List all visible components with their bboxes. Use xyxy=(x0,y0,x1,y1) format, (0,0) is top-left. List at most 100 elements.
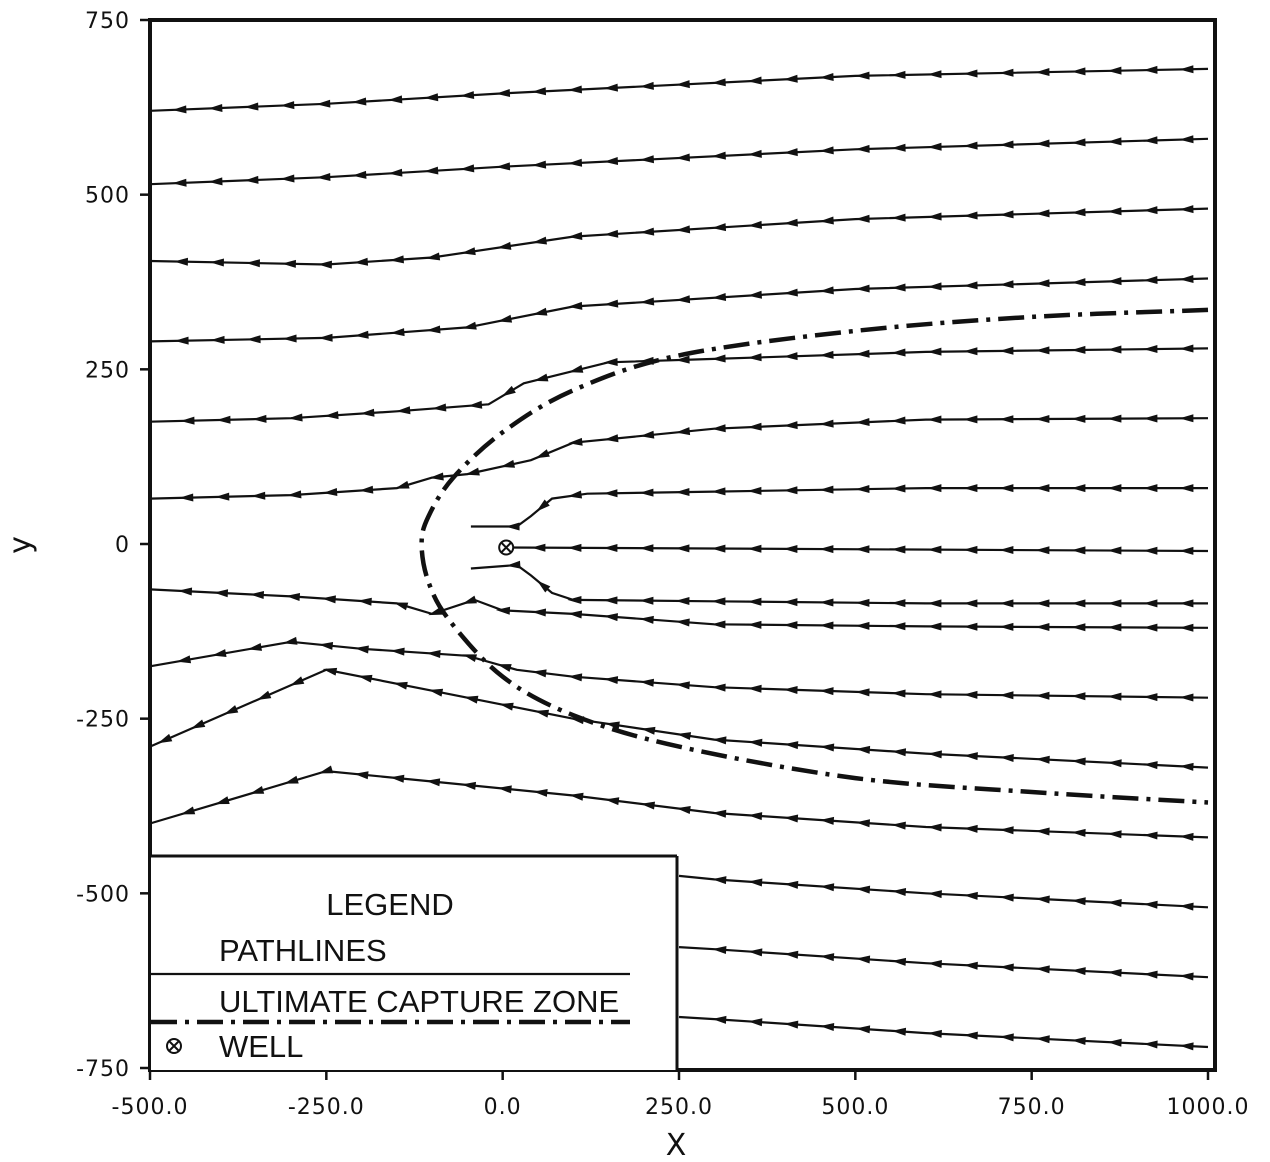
pathline-arrow xyxy=(927,545,942,554)
pathline-arrow xyxy=(927,142,942,151)
pathline-arrow xyxy=(603,489,618,498)
pathline-arrow xyxy=(927,690,942,699)
pathline-arrow xyxy=(497,785,512,794)
pathline-arrow xyxy=(352,97,367,106)
pathline-arrow xyxy=(1071,1036,1086,1045)
pathline-arrow xyxy=(215,492,230,501)
pathline-arrow xyxy=(1035,209,1050,218)
pathline-arrow xyxy=(1035,895,1050,904)
pathline-arrow xyxy=(1107,623,1122,632)
pathline-arrow xyxy=(855,284,870,293)
pathline-arrow xyxy=(927,282,942,291)
pathline-arrow xyxy=(891,545,906,554)
pathline-arrow xyxy=(426,325,441,334)
pathline-arrow xyxy=(360,408,375,417)
pathline-arrow xyxy=(1143,484,1158,493)
pathline-arrow xyxy=(208,103,223,112)
pathline-arrow xyxy=(963,69,978,78)
pathline-arrow xyxy=(1143,761,1158,770)
pathline-arrow xyxy=(465,467,480,476)
pathline-arrow xyxy=(1179,484,1194,493)
pathline-arrow xyxy=(172,178,187,187)
pathline-arrow xyxy=(783,218,798,227)
pathline-arrow xyxy=(462,654,478,663)
pathline-arrow xyxy=(1107,1038,1122,1047)
pathline-arrow xyxy=(251,491,266,500)
pathline-arrow xyxy=(712,1015,727,1024)
pathline xyxy=(149,769,1209,839)
pathline-arrow xyxy=(927,750,942,759)
pathline-arrow xyxy=(172,105,187,114)
pathline-arrow xyxy=(1107,830,1122,839)
pathline-arrow xyxy=(388,95,403,104)
pathline-arrow xyxy=(999,963,1014,972)
pathline-arrow xyxy=(783,74,798,83)
pathline-arrow xyxy=(605,721,620,730)
pathline-arrow xyxy=(603,613,618,622)
pathline-arrow xyxy=(357,674,373,683)
pathline-arrow xyxy=(318,333,333,342)
pathline-arrow xyxy=(784,741,799,750)
pathline-arrow xyxy=(747,76,762,85)
pathline-arrow xyxy=(280,174,295,183)
pathline-arrow xyxy=(711,683,726,692)
pathline-arrow xyxy=(855,598,870,607)
pathline-arrow xyxy=(426,650,441,658)
pathline-arrow xyxy=(855,71,870,80)
pathline-arrow xyxy=(747,353,762,362)
pathline-arrow xyxy=(676,732,692,741)
pathline-arrow xyxy=(819,146,834,155)
pathline-arrow xyxy=(1071,692,1086,701)
pathline-arrow xyxy=(1143,276,1158,285)
x-tick-label: -500.0 xyxy=(112,1095,189,1120)
y-axis-label: y xyxy=(3,536,38,554)
pathline-arrow xyxy=(999,210,1014,219)
pathline-arrow xyxy=(639,544,654,553)
pathline-arrow xyxy=(639,488,654,497)
pathline-arrow xyxy=(639,227,655,236)
pathline-arrow xyxy=(1071,414,1086,423)
pathline-arrow xyxy=(324,411,339,420)
pathline-arrow xyxy=(568,364,584,373)
y-tick-label: 500 xyxy=(85,184,130,209)
pathline-arrow xyxy=(891,622,906,631)
pathline-arrow xyxy=(963,622,978,631)
pathline-arrow xyxy=(281,259,296,268)
pathline-arrow xyxy=(284,775,299,784)
pathline-arrow xyxy=(353,257,369,266)
pathline-arrow xyxy=(1035,599,1050,608)
pathline-arrow xyxy=(999,622,1014,631)
pathline-arrow xyxy=(603,358,618,367)
pathline-arrow xyxy=(317,260,332,269)
pathline-arrow xyxy=(1035,484,1050,493)
pathline-arrow xyxy=(711,544,726,553)
pathline-arrow xyxy=(999,415,1014,424)
pathline-arrow xyxy=(288,413,303,422)
pathline-arrow xyxy=(316,173,331,182)
pathline-arrow xyxy=(1107,414,1122,423)
pathline xyxy=(149,640,1209,699)
pathline-arrow xyxy=(244,175,259,184)
pathline-arrow xyxy=(252,414,267,423)
pathline-arrow xyxy=(819,743,835,752)
legend-entry-pathlines: PATHLINES xyxy=(219,933,387,968)
pathline-arrow xyxy=(282,334,297,343)
pathline-arrow xyxy=(180,416,195,425)
pathline-arrow xyxy=(389,255,404,264)
pathline-arrow xyxy=(747,220,762,229)
pathline-arrow xyxy=(247,643,262,651)
pathline-arrow xyxy=(819,621,834,630)
pathlines-layer xyxy=(149,65,1209,1051)
pathline-arrow xyxy=(927,415,942,424)
pathline-arrow xyxy=(963,545,978,554)
y-tick-label: 750 xyxy=(85,9,130,34)
pathline-arrow xyxy=(891,689,906,698)
pathline-arrow xyxy=(784,950,799,959)
pathline-arrow xyxy=(497,314,513,323)
pathline-arrow xyxy=(747,597,762,606)
pathline-arrow xyxy=(1071,67,1086,76)
pathline-arrow xyxy=(855,885,871,894)
pathline-arrow xyxy=(783,148,798,157)
pathline-arrow xyxy=(747,422,762,431)
pathline-arrow xyxy=(1143,693,1158,702)
